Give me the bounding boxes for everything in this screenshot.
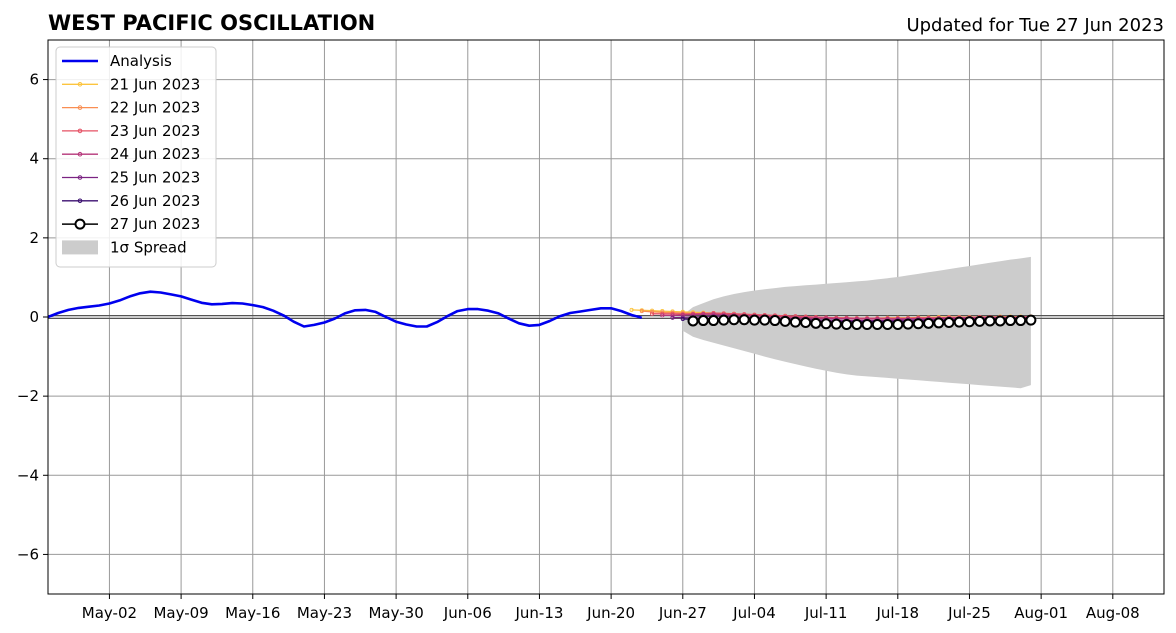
legend-box — [55, 46, 217, 268]
forecast-point-7 — [800, 317, 812, 329]
forecast-point-7 — [820, 318, 832, 330]
forecast-point-7 — [759, 314, 771, 326]
forecast-point-7 — [830, 318, 842, 330]
forecast-point-7 — [738, 314, 750, 326]
legend-symbol-9 — [62, 240, 98, 255]
legend-label-3: 22 Jun 2023 — [110, 99, 200, 117]
chart-subtitle: Updated for Tue 27 Jun 2023 — [906, 15, 1164, 36]
forecast-point-5 — [680, 315, 685, 320]
forecast-point-2 — [650, 309, 655, 314]
forecast-point-7 — [697, 315, 709, 327]
y-tick-label: 2 — [29, 229, 39, 247]
x-tick-label: Jun-13 — [514, 604, 563, 622]
y-tick-label: 6 — [29, 71, 39, 89]
legend-label-2: 21 Jun 2023 — [110, 75, 200, 93]
forecast-point-7 — [748, 314, 760, 326]
forecast-point-7 — [963, 316, 975, 328]
forecast-point-7 — [841, 319, 853, 331]
x-tick-label: May-09 — [153, 604, 208, 622]
y-tick-label: 0 — [29, 308, 39, 326]
marker-layer — [687, 314, 1037, 331]
y-tick-label: −4 — [17, 466, 39, 484]
forecast-point-7 — [1004, 315, 1016, 327]
forecast-point-7 — [810, 317, 822, 329]
legend-label-9: 1σ Spread — [110, 238, 187, 256]
forecast-point-2 — [639, 309, 644, 314]
x-tick-label: May-02 — [82, 604, 137, 622]
legend-label-6: 25 Jun 2023 — [110, 169, 200, 187]
forecast-point-6 — [680, 316, 685, 322]
x-tick-label: Jun-27 — [658, 604, 707, 622]
forecast-point-7 — [902, 318, 914, 330]
x-tick-label: May-23 — [297, 604, 352, 622]
forecast-point-7 — [892, 319, 904, 331]
x-tick-label: May-16 — [225, 604, 280, 622]
forecast-point-3 — [650, 311, 655, 316]
legend-symbol-8-marker — [74, 218, 86, 230]
y-tick-label: −2 — [17, 387, 39, 405]
forecast-point-7 — [861, 319, 873, 331]
x-tick-label: Jul-11 — [804, 604, 848, 622]
forecast-point-7 — [728, 314, 740, 326]
x-tick-label: Jun-06 — [443, 604, 492, 622]
forecast-point-7 — [779, 315, 791, 327]
forecast-point-5 — [670, 315, 675, 320]
forecast-point-4 — [660, 313, 665, 318]
analysis-layer — [47, 290, 643, 328]
forecast-point-7 — [687, 315, 699, 327]
legend-symbol-2-marker — [77, 82, 83, 87]
forecast-point-7 — [943, 317, 955, 329]
legend-label-4: 23 Jun 2023 — [110, 122, 200, 140]
x-tick-label: Jun-20 — [586, 604, 635, 622]
chart-title: WEST PACIFIC OSCILLATION — [48, 11, 375, 35]
legend-symbol-7-marker — [77, 198, 83, 204]
legend-label-7: 26 Jun 2023 — [110, 192, 200, 210]
forecast-point-7 — [1015, 315, 1027, 327]
y-tick-label: −6 — [17, 545, 39, 563]
forecast-point-7 — [769, 315, 781, 327]
legend-symbol-4-marker — [77, 128, 83, 134]
x-tick-label: May-30 — [368, 604, 423, 622]
forecast-point-7 — [789, 316, 801, 328]
forecast-point-1 — [629, 307, 634, 312]
forecast-point-7 — [708, 315, 720, 327]
legend-symbol-5-marker — [77, 151, 83, 157]
x-tick-label: Jul-04 — [732, 604, 776, 622]
x-tick-label: Jul-18 — [875, 604, 919, 622]
legend: Analysis 21 Jun 2023 22 Jun 2023 23 Jun 202… — [55, 46, 217, 268]
y-tick-label: 4 — [29, 150, 39, 168]
forecast-point-7 — [933, 317, 945, 329]
forecast-point-7 — [718, 314, 730, 326]
forecast-point-7 — [984, 315, 996, 327]
forecast-point-7 — [923, 317, 935, 329]
forecast-point-4 — [670, 313, 675, 318]
forecast-point-7 — [851, 319, 863, 331]
legend-label-8: 27 Jun 2023 — [110, 215, 200, 233]
forecast-point-7 — [953, 316, 965, 328]
forecast-point-7 — [1025, 314, 1037, 326]
legend-label-1: Analysis — [110, 52, 172, 70]
analysis-line — [47, 290, 643, 328]
legend-symbol-3-marker — [77, 105, 83, 110]
x-tick-label: Aug-08 — [1086, 604, 1140, 622]
x-tick-label: Aug-01 — [1014, 604, 1068, 622]
x-tick-label: Jul-25 — [947, 604, 991, 622]
forecast-point-7 — [871, 319, 883, 331]
forecast-point-7 — [912, 318, 924, 330]
forecast-point-4 — [680, 312, 685, 318]
forecast-point-7 — [974, 315, 986, 327]
legend-label-5: 24 Jun 2023 — [110, 145, 200, 163]
forecast-point-7 — [882, 319, 894, 331]
axis-ticks: May-02 May-09 May-16 May-23 May-30 Jun-06 Jun-… — [17, 71, 1140, 622]
legend-symbol-6-marker — [77, 175, 83, 180]
forecast-point-7 — [994, 315, 1006, 327]
